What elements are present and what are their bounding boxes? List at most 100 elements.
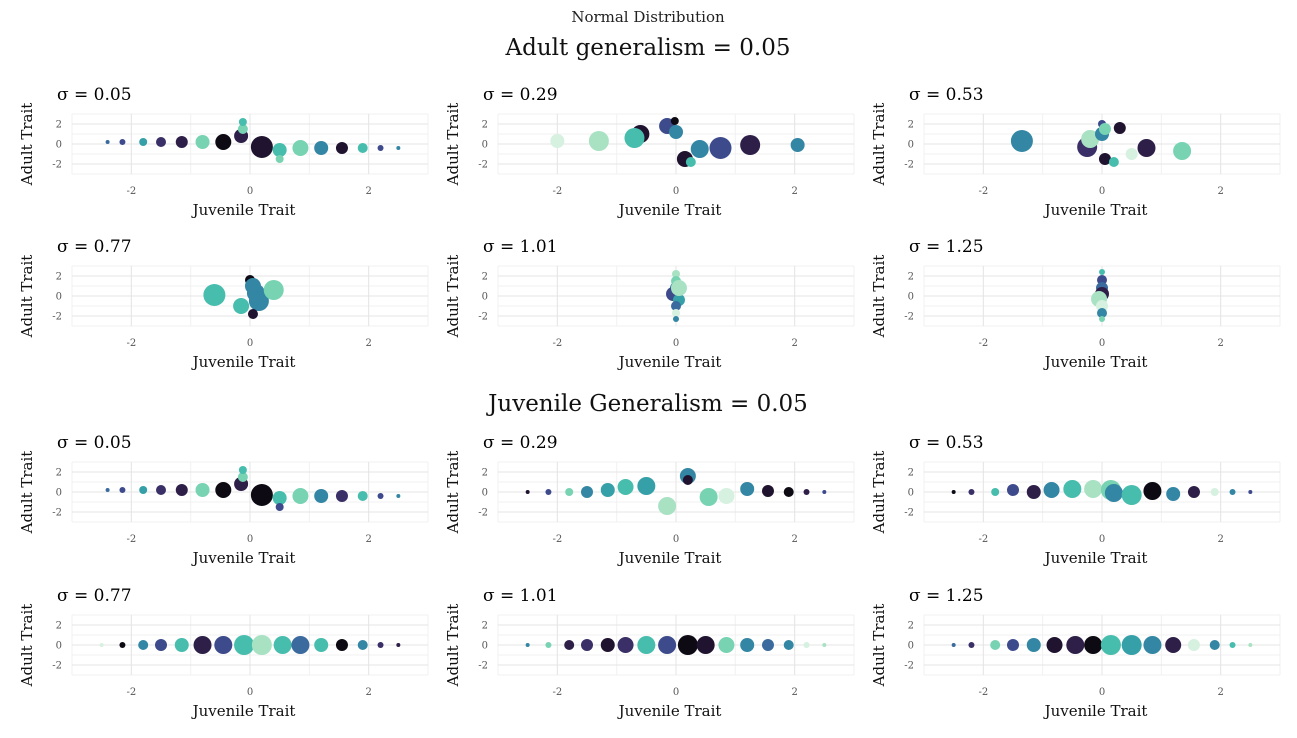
data-point (377, 145, 384, 151)
x-tick-label: 0 (247, 534, 253, 545)
data-point (968, 489, 975, 495)
data-point (1210, 488, 1219, 496)
y-tick-label: 0 (908, 488, 914, 499)
x-tick-label: -2 (978, 186, 988, 197)
data-point (761, 485, 774, 497)
data-point (214, 636, 233, 654)
x-tick-label: -2 (126, 186, 136, 197)
x-tick-label: 0 (673, 687, 679, 698)
data-point (156, 137, 166, 147)
data-point (790, 138, 805, 152)
data-point (1104, 484, 1123, 502)
data-point (251, 635, 272, 655)
data-point (377, 642, 384, 648)
panel-title: σ = 1.01 (483, 237, 558, 257)
data-point (195, 135, 210, 149)
data-point (1007, 484, 1019, 496)
data-point (139, 486, 148, 494)
data-point (696, 636, 715, 654)
data-point (1099, 316, 1105, 322)
y-tick-label: 0 (56, 488, 62, 499)
x-tick-label: 2 (365, 338, 371, 349)
y-tick-label: 0 (908, 641, 914, 652)
y-tick-label: -2 (478, 661, 488, 672)
data-point (263, 280, 284, 300)
data-point (670, 117, 679, 125)
x-tick-label: 0 (247, 186, 253, 197)
panel-6: -2 0 2 -2 0 2 σ = 1.25 Juvenile Trait Adult Trai… (870, 237, 1281, 371)
data-point (1026, 485, 1041, 499)
data-point (1143, 482, 1162, 500)
data-point (822, 490, 827, 494)
data-point (175, 136, 188, 148)
x-tick-label: 2 (1217, 687, 1223, 698)
x-tick-label: 0 (673, 338, 679, 349)
x-tick-label: 2 (365, 534, 371, 545)
panel-title: σ = 1.25 (909, 237, 984, 257)
y-tick-label: 0 (482, 140, 488, 151)
y-tick-label: -2 (904, 661, 914, 672)
data-point (951, 490, 956, 494)
data-point (1173, 142, 1192, 160)
data-point (1125, 148, 1138, 160)
x-tick-label: 2 (791, 186, 797, 197)
y-tick-label: 2 (56, 120, 62, 131)
data-point (673, 316, 679, 322)
y-tick-label: -2 (52, 661, 62, 672)
x-axis-label: Juvenile Trait (617, 201, 722, 219)
data-point (1165, 637, 1182, 653)
y-tick-label: 0 (482, 641, 488, 652)
panel-9: -2 0 2 -2 0 2 σ = 0.53 Juvenile Trait Adult Trai… (870, 433, 1281, 567)
data-point (672, 309, 680, 317)
figure-suptitle: Normal Distribution (571, 8, 725, 26)
x-tick-label: 2 (1217, 186, 1223, 197)
y-tick-label: 0 (56, 292, 62, 303)
data-point (233, 298, 250, 314)
data-point (195, 483, 210, 497)
data-point (718, 488, 735, 504)
y-tick-label: -2 (478, 312, 488, 323)
panel-11: -2 0 2 -2 0 2 σ = 1.01 Juvenile Trait Adult Trai… (444, 586, 855, 720)
x-tick-label: 0 (1099, 186, 1105, 197)
data-point (1066, 636, 1085, 654)
y-tick-label: -2 (52, 312, 62, 323)
data-point (990, 640, 1001, 650)
data-point (291, 636, 310, 654)
data-point (1187, 639, 1200, 651)
data-point (671, 301, 681, 311)
x-tick-label: 2 (791, 534, 797, 545)
data-point (237, 472, 248, 482)
data-point (1113, 122, 1126, 134)
data-point (1209, 640, 1220, 650)
x-tick-label: 0 (247, 338, 253, 349)
panel-title: σ = 0.29 (483, 433, 558, 453)
y-axis-label: Adult Trait (870, 604, 888, 688)
data-point (292, 488, 309, 504)
data-point (1098, 123, 1111, 135)
panel-3: -2 0 2 -2 0 2 σ = 0.53 Juvenile Trait Adult Trai… (870, 85, 1281, 219)
y-axis-label: Adult Trait (444, 604, 462, 688)
y-axis-label: Adult Trait (18, 604, 36, 688)
y-tick-label: 2 (56, 272, 62, 283)
x-tick-label: -2 (978, 687, 988, 698)
y-tick-label: -2 (904, 312, 914, 323)
data-point (377, 493, 384, 499)
data-point (247, 309, 258, 319)
data-point (272, 143, 287, 157)
data-point (1097, 308, 1107, 318)
data-point (1084, 480, 1103, 498)
data-point (292, 140, 309, 156)
y-tick-label: 2 (908, 468, 914, 479)
x-tick-label: -2 (978, 534, 988, 545)
data-point (672, 270, 680, 278)
y-axis-label: Adult Trait (870, 451, 888, 535)
y-tick-label: 2 (482, 120, 488, 131)
y-tick-label: 2 (482, 621, 488, 632)
panel-title: σ = 1.01 (483, 586, 558, 606)
x-axis-label: Juvenile Trait (617, 702, 722, 720)
data-point (1007, 639, 1019, 651)
data-point (991, 488, 1000, 496)
panel-title: σ = 0.77 (57, 237, 132, 257)
data-point (525, 490, 530, 494)
x-tick-label: 2 (791, 687, 797, 698)
